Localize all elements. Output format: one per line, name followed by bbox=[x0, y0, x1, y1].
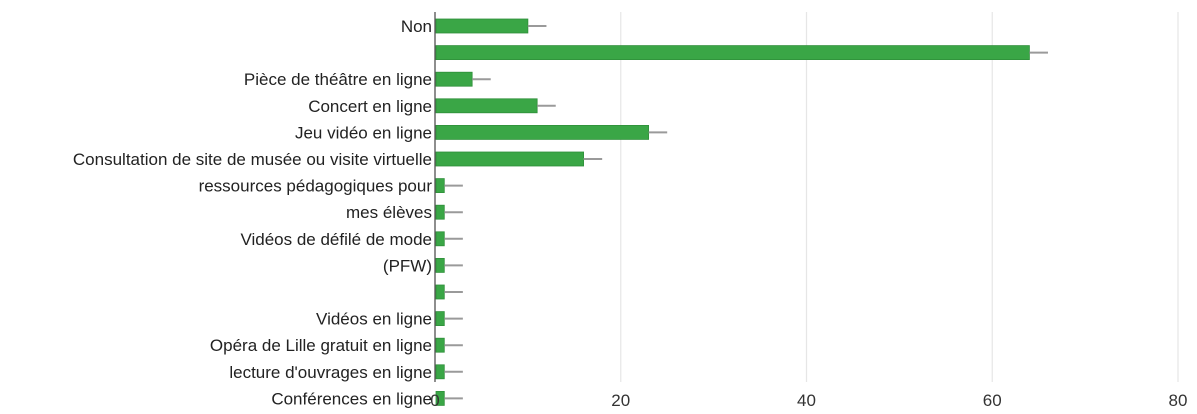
bar bbox=[435, 18, 529, 34]
x-tick-labels: 0 20 40 60 80 bbox=[430, 391, 1187, 410]
x-tick-label: 40 bbox=[797, 391, 816, 410]
category-label: Consultation de site de musée ou visite … bbox=[73, 150, 432, 169]
bar bbox=[435, 337, 445, 353]
x-tick-label: 20 bbox=[611, 391, 630, 410]
category-label: lecture d'ouvrages en ligne bbox=[229, 363, 432, 382]
bar bbox=[435, 125, 650, 140]
x-tick-label: 80 bbox=[1169, 391, 1188, 410]
category-label: Pièce de théâtre en ligne bbox=[244, 70, 432, 89]
category-label: ressources pédagogiques pour bbox=[199, 177, 433, 196]
x-tick-label: 60 bbox=[983, 391, 1002, 410]
category-label: Non bbox=[401, 17, 432, 36]
bar bbox=[435, 45, 1030, 60]
bar bbox=[435, 204, 445, 220]
error-bars bbox=[444, 25, 1048, 400]
x-tick-label: 0 bbox=[430, 391, 439, 410]
category-label: Vidéos en ligne bbox=[316, 310, 432, 329]
grid-lines bbox=[620, 12, 1179, 382]
category-label: mes élèves bbox=[346, 203, 432, 222]
category-label: (PFW) bbox=[383, 256, 432, 275]
category-label: Opéra de Lille gratuit en ligne bbox=[210, 336, 432, 355]
bars bbox=[435, 18, 1030, 406]
category-labels: Non Pièce de théâtre en ligne Concert en l… bbox=[73, 17, 432, 408]
bar bbox=[435, 151, 585, 167]
bar bbox=[435, 364, 445, 380]
bar bbox=[435, 98, 538, 114]
category-label: Conférences en ligne bbox=[271, 389, 432, 408]
bar bbox=[435, 178, 445, 194]
bar bbox=[435, 231, 445, 247]
category-label: Concert en ligne bbox=[308, 97, 432, 116]
bar bbox=[435, 257, 445, 273]
category-label: Jeu vidéo en ligne bbox=[295, 123, 432, 142]
bar bbox=[435, 71, 473, 87]
bar bbox=[435, 311, 445, 327]
category-label: Vidéos de défilé de mode bbox=[240, 230, 432, 249]
bar bbox=[435, 284, 445, 300]
